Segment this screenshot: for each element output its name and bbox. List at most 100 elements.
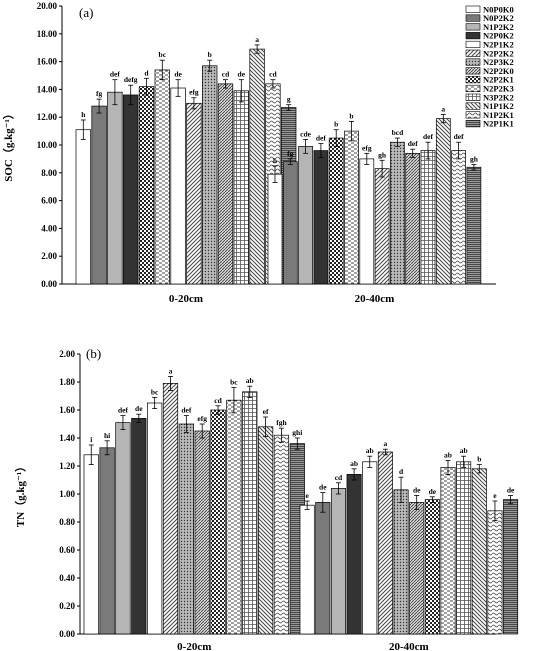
bar	[202, 65, 218, 285]
bar	[377, 451, 393, 635]
bar	[217, 83, 234, 285]
bar	[131, 418, 147, 635]
significance-letter: efg	[189, 88, 199, 97]
y-tick-label: 1.20	[59, 461, 75, 471]
significance-letter: def	[181, 406, 192, 415]
bar	[435, 118, 451, 285]
significance-letter: gh	[470, 154, 479, 163]
legend-swatch	[465, 23, 481, 31]
legend-label: N2P2K3	[483, 84, 514, 94]
bar	[186, 102, 202, 285]
significance-letter: def	[316, 134, 327, 143]
bar	[374, 168, 390, 285]
significance-letter: e	[305, 491, 309, 500]
significance-letter: de	[238, 70, 246, 79]
y-tick-label: 20.00	[37, 1, 58, 11]
bar	[315, 502, 331, 635]
bar	[440, 467, 456, 635]
significance-letter: ab	[366, 446, 374, 455]
y-axis-label: SOC（g.kg⁻¹）	[2, 108, 15, 182]
category-label: 20-40cm	[389, 641, 429, 651]
y-tick-label: 0.00	[59, 629, 75, 639]
legend-label: N1P2K2	[483, 22, 514, 32]
legend-swatch	[465, 76, 481, 84]
significance-letter: h	[81, 110, 86, 119]
bar	[420, 150, 436, 285]
significance-letter: fgh	[276, 418, 287, 427]
significance-letter: hi	[104, 431, 110, 440]
bar	[83, 454, 99, 635]
legend-label: N1P2K1	[483, 110, 514, 120]
y-axis-label: TN（g.kg⁻¹）	[14, 461, 27, 527]
bar	[267, 173, 283, 285]
significance-letter: bc	[151, 387, 159, 396]
legend-swatch	[465, 102, 481, 110]
y-tick-label: 4.00	[41, 223, 57, 233]
bar	[346, 474, 362, 635]
significance-letter: def	[408, 139, 419, 148]
significance-letter: de	[135, 404, 143, 413]
bar	[466, 166, 482, 285]
significance-letter: bc	[159, 50, 167, 59]
bar	[233, 90, 249, 285]
legend-swatch	[465, 111, 481, 119]
significance-letter: b	[477, 455, 481, 464]
significance-letter: de	[429, 487, 437, 496]
y-tick-label: 0.40	[59, 573, 75, 583]
y-tick-label: 0.00	[41, 279, 57, 289]
bar	[123, 94, 139, 285]
category-label: 20-40cm	[355, 293, 395, 305]
bar	[424, 499, 440, 635]
y-tick-label: 6.00	[41, 196, 57, 206]
legend-label: N1P1K2	[483, 101, 514, 111]
legend-label: N2P2K1	[483, 75, 514, 85]
significance-letter: fg	[287, 149, 293, 158]
significance-letter: b	[334, 120, 338, 129]
significance-letter: bcd	[392, 128, 405, 137]
bar	[273, 434, 290, 635]
significance-letter: def	[454, 132, 465, 141]
y-tick-label: 18.00	[37, 29, 58, 39]
y-tick-label: 2.00	[41, 251, 57, 261]
y-tick-label: 0.80	[59, 517, 75, 527]
legend-swatch	[465, 58, 481, 66]
legend-label: N2P0K2	[483, 31, 514, 41]
bar	[162, 383, 179, 635]
legend-label: N2P2K0	[483, 66, 514, 76]
bar	[99, 447, 115, 635]
bar	[390, 141, 405, 285]
significance-letter: ab	[460, 446, 468, 455]
significance-letter: e	[493, 491, 497, 500]
significance-letter: ef	[263, 407, 269, 416]
legend-label: N2P1K2	[483, 40, 514, 50]
significance-letter: def	[110, 70, 121, 79]
bar	[138, 86, 155, 285]
significance-letter: cd	[269, 70, 277, 79]
significance-letter: de	[319, 483, 327, 492]
legend-swatch	[465, 93, 481, 101]
significance-letter: b	[349, 111, 353, 120]
significance-letter: a	[441, 104, 445, 113]
significance-letter: i	[90, 435, 92, 444]
y-tick-label: 14.00	[37, 84, 58, 94]
y-tick-label: 16.00	[37, 57, 58, 67]
legend-swatch	[465, 120, 481, 128]
legend-swatch	[465, 14, 481, 22]
significance-letter: def	[118, 406, 129, 415]
y-tick-label: 12.00	[37, 112, 58, 122]
bar	[451, 150, 466, 285]
category-label: 0-20cm	[169, 293, 203, 305]
legend-label: N2P1K1	[483, 119, 514, 129]
legend-label: N3P2K2	[483, 92, 514, 102]
significance-letter: efg	[197, 414, 207, 423]
y-tick-label: 0.60	[59, 545, 75, 555]
significance-letter: cd	[214, 396, 222, 405]
chart-panel-a: 0.00 2.00 4.00 6.00 8.00 10.00 12.00 14.00 16.00…	[2, 1, 496, 305]
bar	[359, 158, 375, 285]
significance-letter: d	[144, 68, 149, 77]
legend-label: N0P0K0	[483, 4, 514, 14]
bar	[456, 461, 472, 635]
bar	[154, 69, 170, 285]
legend-swatch	[465, 5, 481, 13]
